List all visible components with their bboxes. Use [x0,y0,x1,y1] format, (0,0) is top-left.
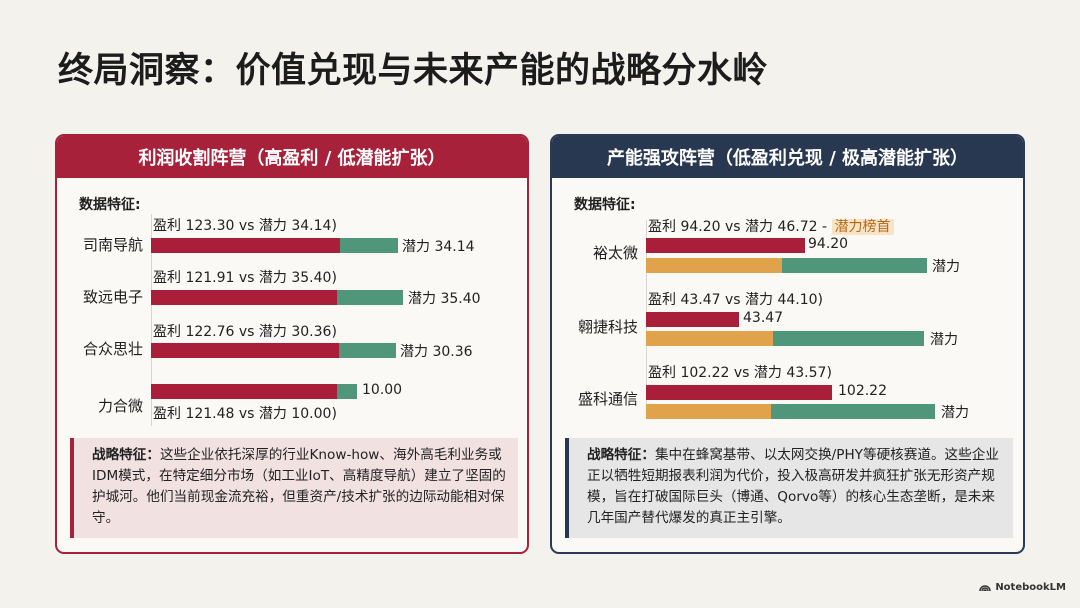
potential-value: 潜力 [932,259,960,275]
company-label: 盛科通信 [577,390,638,408]
potential-bar [337,384,357,399]
profit-value: 43.47 [743,310,784,326]
potential-base-bar [646,331,773,346]
profit-bar [646,312,739,327]
profit-bar [151,343,339,358]
value-label: 潜力 34.14 [402,239,475,255]
potential-base-bar [646,258,782,273]
brand-mark: NotebookLM [979,582,1066,593]
bar-caption: 盈利 94.20 vs 潜力 46.72 - 潜力榜首 [648,216,894,236]
chart-axis [151,214,152,426]
company-label: 力合微 [97,397,143,415]
note-text: 这些企业依托深厚的行业Know-how、海外高毛利业务或IDM模式，在特定细分市… [92,447,506,526]
caption-text: 盈利 94.20 vs 潜力 46.72 - [648,219,832,235]
section-label: 数据特征: [574,197,636,213]
profit-bar [646,238,805,253]
capacity-attack-panel: 产能强攻阵营（低盈利兑现 / 极高潜能扩张） 数据特征: 裕太微 盈利 94.2… [550,134,1025,554]
strategy-note: 战略特征：这些企业依托深厚的行业Know-how、海外高毛利业务或IDM模式，在… [70,438,518,538]
value-label: 潜力 30.36 [400,344,473,360]
potential-bar [773,331,924,346]
profit-bar [151,384,337,399]
panel-header: 利润收割阵营（高盈利 / 低潜能扩张） [57,136,527,178]
bar-caption: 盈利 43.47 vs 潜力 44.10) [648,292,823,308]
profit-value: 102.22 [838,383,887,399]
section-label: 数据特征: [79,197,141,213]
note-label: 战略特征： [587,447,655,463]
notebooklm-logo-icon [979,585,992,592]
top-potential-badge: 潜力榜首 [831,219,894,235]
bar-caption: 盈利 123.30 vs 潜力 34.14) [153,218,337,234]
value-label: 潜力 35.40 [408,291,481,307]
profit-bar [151,238,340,253]
potential-bar [771,404,935,419]
note-label: 战略特征： [92,447,160,463]
value-label: 10.00 [362,382,403,398]
company-label: 致远电子 [82,288,143,306]
potential-bar [340,238,398,253]
profit-bar [151,290,337,305]
strategy-note: 战略特征：集中在蜂窝基带、以太网交换/PHY等硬核赛道。这些企业正以牺牲短期报表… [565,438,1013,538]
bar-caption: 盈利 122.76 vs 潜力 30.36) [153,324,337,340]
profit-harvest-panel: 利润收割阵营（高盈利 / 低潜能扩张） 数据特征: 司南导航 盈利 123.30… [55,134,529,554]
company-label: 司南导航 [82,236,143,254]
note-text: 集中在蜂窝基带、以太网交换/PHY等硬核赛道。这些企业正以牺牲短期报表利润为代价… [587,447,999,526]
company-label: 合众思壮 [82,340,143,358]
company-label: 翱捷科技 [577,318,638,336]
bar-caption: 盈利 121.48 vs 潜力 10.00) [153,406,337,422]
potential-bar [339,343,396,358]
brand-label: NotebookLM [995,582,1066,593]
profit-bar [646,385,832,400]
bar-caption: 盈利 102.22 vs 潜力 43.57) [648,365,832,381]
potential-value: 潜力 [930,332,958,348]
potential-bar [782,258,927,273]
panel-header: 产能强攻阵营（低盈利兑现 / 极高潜能扩张） [552,136,1023,178]
bar-caption: 盈利 121.91 vs 潜力 35.40) [153,270,337,286]
company-label: 裕太微 [592,244,638,262]
profit-value: 94.20 [808,236,849,252]
potential-bar [337,290,403,305]
potential-base-bar [646,404,771,419]
page-title: 终局洞察：价值兑现与未来产能的战略分水岭 [58,51,769,91]
potential-value: 潜力 [941,405,969,421]
